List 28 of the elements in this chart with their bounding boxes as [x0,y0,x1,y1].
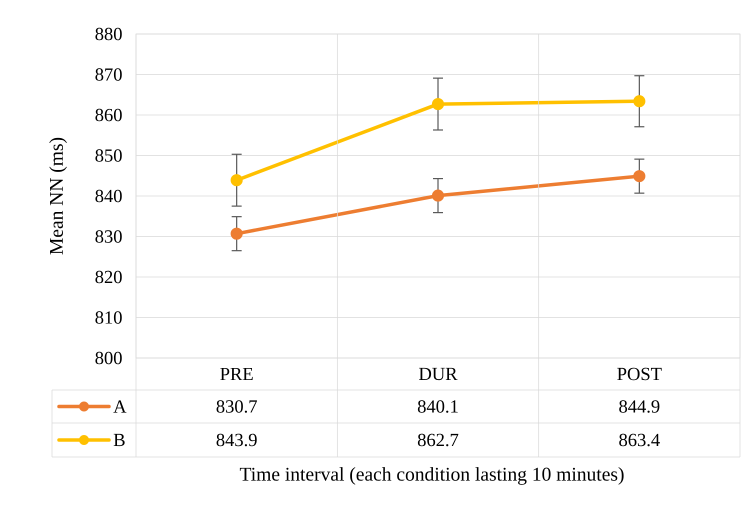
y-tick-label: 840 [95,190,122,202]
data-label: 844.9 [619,400,660,413]
y-tick-label: 850 [95,149,122,162]
data-label: 840.1 [418,400,458,413]
point [432,190,444,202]
y-tick-label: 800 [95,352,122,364]
point [633,170,646,182]
y-tick-label: 880 [95,28,122,40]
y-tick-label: 860 [95,108,122,122]
y-tick-label: 810 [95,311,122,324]
x-axis-title: Time interval (each condition lasting 10 minutes) [240,467,624,485]
point [432,98,444,110]
data-label: 830.7 [216,400,257,413]
x-tick-label: PRE [220,368,253,380]
data-label: 863.4 [619,434,660,446]
y-tick-label: 830 [95,230,122,243]
y-tick-label: 820 [95,270,122,284]
x-tick-label: DUR [419,368,458,380]
legend-label: B [114,434,125,446]
y-axis-title: Mean NN (ms) [49,138,67,254]
point [230,228,243,240]
y-tick-label: 870 [95,68,122,81]
point [633,95,646,108]
point [230,174,243,186]
x-tick-label: POST [617,368,662,380]
legend-label: A [113,400,126,413]
data-label: 862.7 [418,434,458,446]
data-label: 843.9 [216,434,257,446]
